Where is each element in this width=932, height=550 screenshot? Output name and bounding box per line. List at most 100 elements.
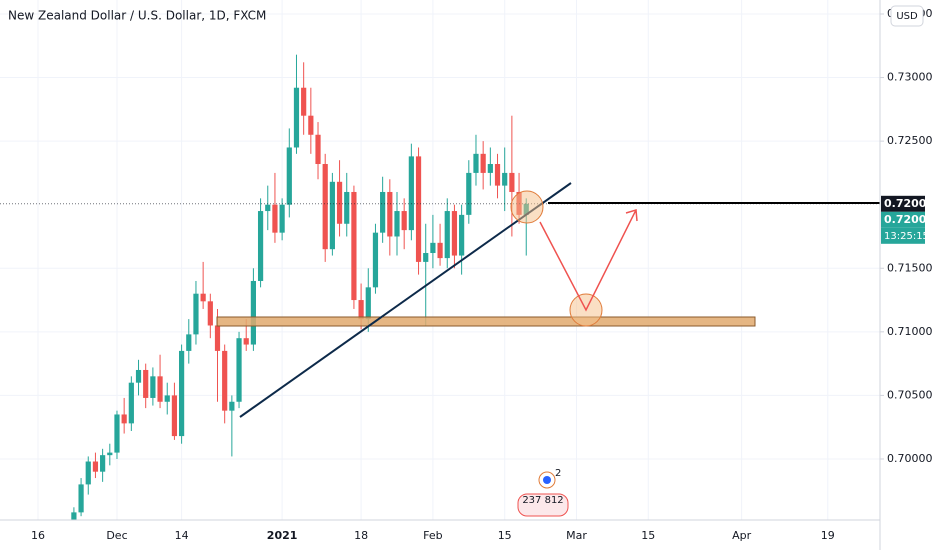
candle-body	[71, 512, 77, 520]
candle-body	[301, 87, 307, 116]
candle-body	[272, 204, 278, 233]
currency[interactable]: USD	[896, 11, 918, 22]
candle-body	[509, 172, 515, 192]
candle-body	[92, 461, 99, 472]
candle-body	[236, 338, 242, 402]
x-tick-label: 14	[175, 529, 189, 542]
candle-body	[430, 242, 436, 254]
chart-title: New Zealand Dollar / U.S. Dollar, 1D, FX…	[8, 9, 266, 23]
y-tick-label: 0.70500	[887, 388, 932, 401]
candle-body	[193, 293, 199, 335]
candle-body	[423, 253, 429, 262]
candle-body	[437, 242, 443, 259]
candle-body	[257, 211, 264, 281]
candle-body	[466, 172, 472, 215]
candle-body	[229, 401, 235, 411]
x-tick-label: Dec	[106, 529, 127, 542]
price-label: 0.72007	[884, 197, 932, 210]
candle-body	[164, 395, 170, 402]
candle-body	[351, 191, 357, 301]
candle-body	[279, 204, 285, 233]
currency-badge[interactable]	[890, 5, 924, 27]
candle-body	[387, 191, 393, 237]
candle-body	[186, 334, 192, 351]
candle-body	[207, 301, 213, 326]
candle-body	[415, 156, 422, 262]
price-label-box	[881, 195, 925, 212]
event-dot	[543, 476, 551, 484]
candle-body	[250, 280, 256, 345]
candle-body	[308, 115, 314, 135]
circle-marker	[510, 190, 544, 224]
candle-body	[380, 191, 386, 233]
support-zone	[216, 316, 756, 327]
x-tick-label: 15	[498, 529, 512, 542]
candle-body	[401, 211, 407, 231]
candle-body	[286, 147, 292, 205]
candle-body	[315, 134, 321, 165]
candles	[0, 54, 880, 520]
y-tick-label: 0.71000	[887, 325, 932, 338]
candle-body	[451, 211, 458, 256]
countdown-box	[881, 227, 925, 244]
event-figure[interactable]: 237 812	[522, 495, 563, 506]
candle-body	[329, 181, 335, 250]
candle-body	[121, 414, 127, 424]
x-tick-label: 2021	[267, 529, 298, 542]
event-count[interactable]: 2	[555, 468, 561, 479]
arrow-head	[625, 209, 638, 222]
candle-body	[135, 369, 142, 383]
axes: 0.70000 0.70500 0.71000 0.71500 0.72500 0.730…	[31, 7, 932, 542]
candle-body	[222, 350, 228, 411]
candle-body	[143, 369, 149, 398]
event-group[interactable]	[517, 493, 569, 517]
candle-body	[157, 376, 163, 402]
trend-line	[239, 182, 572, 418]
price-label: 0.72000	[884, 213, 932, 226]
candle-body	[372, 232, 379, 288]
candle-body	[150, 376, 156, 398]
candle-body	[100, 455, 106, 472]
candle-body	[107, 452, 113, 456]
x-tick-label: Feb	[423, 529, 442, 542]
candle-body	[243, 338, 249, 345]
candle-body	[114, 414, 120, 453]
x-tick-label: 15	[641, 529, 655, 542]
y-tick-label: 0.72500	[887, 134, 932, 147]
price-label-box	[881, 211, 925, 228]
candle-body	[322, 164, 328, 250]
candle-body	[480, 153, 486, 173]
candle-body	[85, 461, 91, 485]
candle-body	[179, 350, 185, 437]
x-tick-label: 18	[354, 529, 368, 542]
candle-body	[394, 211, 400, 237]
y-tick-label: 0.71500	[887, 261, 932, 274]
candle-body	[336, 181, 343, 224]
y-tick-label: 0.73000	[887, 71, 932, 84]
candle-body	[200, 293, 206, 302]
countdown: 13:25:15	[884, 231, 929, 242]
candle-body	[365, 287, 371, 320]
candle-body	[128, 382, 134, 424]
x-tick-label: 16	[31, 529, 45, 542]
y-tick-label: 0.70000	[887, 452, 932, 465]
candle-body	[293, 87, 300, 148]
candle-body	[459, 214, 465, 256]
candle-body	[265, 204, 271, 212]
candle-body	[444, 211, 450, 259]
x-tick-label: Mar	[566, 529, 587, 542]
candle-body	[171, 395, 178, 437]
candle-body	[344, 191, 350, 224]
candle-body	[78, 484, 84, 513]
candle-body	[358, 300, 364, 320]
drawings	[216, 182, 880, 418]
candle-body	[487, 164, 493, 173]
candle-body	[502, 172, 508, 186]
candle-body	[214, 325, 221, 351]
candle-body	[473, 153, 479, 173]
candle-body	[408, 156, 414, 231]
x-tick-label: 19	[821, 529, 835, 542]
